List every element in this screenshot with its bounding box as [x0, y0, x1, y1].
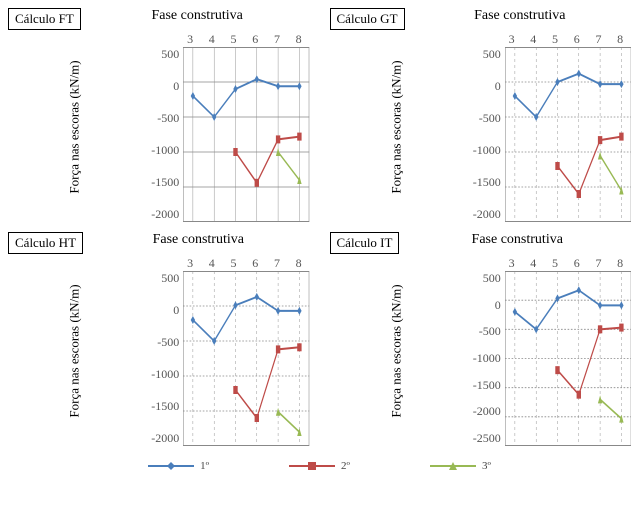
chart-svg — [505, 47, 631, 222]
panel-title-badge: Cálculo HT — [8, 232, 83, 254]
panel-title-badge: Cálculo IT — [330, 232, 400, 254]
x-axis-title: Fase construtiva — [403, 232, 631, 248]
legend-item: 1º — [148, 460, 209, 472]
y-axis-title: Força nas escoras (kN/m) — [388, 60, 404, 193]
x-ticks: 345678 — [179, 256, 309, 271]
legend-item: 2º — [289, 460, 350, 472]
panel-GT: Cálculo GTFase construtiva Força nas esco… — [330, 8, 632, 222]
legend-swatch — [430, 460, 476, 472]
y-ticks: 5000-500-1000-1500-2000 — [463, 47, 505, 222]
legend-swatch — [148, 460, 194, 472]
y-axis-title: Força nas escoras (kN/m) — [67, 60, 83, 193]
x-axis-title: Fase construtiva — [409, 8, 631, 24]
panel-title-badge: Cálculo FT — [8, 8, 81, 30]
legend-label: 1º — [200, 460, 209, 472]
panel-HT: Cálculo HTFase construtiva Força nas esco… — [8, 232, 310, 446]
x-ticks: 345678 — [501, 32, 631, 47]
y-ticks: 5000-500-1000-1500-2000-2500 — [463, 271, 505, 446]
legend-label: 3º — [482, 460, 491, 472]
panel-FT: Cálculo FTFase construtiva Força nas esco… — [8, 8, 310, 222]
x-axis-title: Fase construtiva — [85, 8, 310, 24]
y-axis-title: Força nas escoras (kN/m) — [388, 284, 404, 417]
legend-swatch — [289, 460, 335, 472]
x-axis-title: Fase construtiva — [87, 232, 309, 248]
chart-svg — [183, 271, 309, 446]
legend-label: 2º — [341, 460, 350, 472]
panel-IT: Cálculo ITFase construtiva Força nas esco… — [330, 232, 632, 446]
y-axis-title: Força nas escoras (kN/m) — [67, 284, 83, 417]
legend-item: 3º — [430, 460, 491, 472]
x-ticks: 345678 — [179, 32, 309, 47]
panel-title-badge: Cálculo GT — [330, 8, 405, 30]
chart-svg — [183, 47, 309, 222]
y-ticks: 5000-500-1000-1500-2000 — [141, 271, 183, 446]
x-ticks: 345678 — [501, 256, 631, 271]
legend: 1º 2º 3º — [8, 456, 631, 472]
y-ticks: 5000-500-1000-1500-2000 — [141, 47, 183, 222]
chart-svg — [505, 271, 631, 446]
